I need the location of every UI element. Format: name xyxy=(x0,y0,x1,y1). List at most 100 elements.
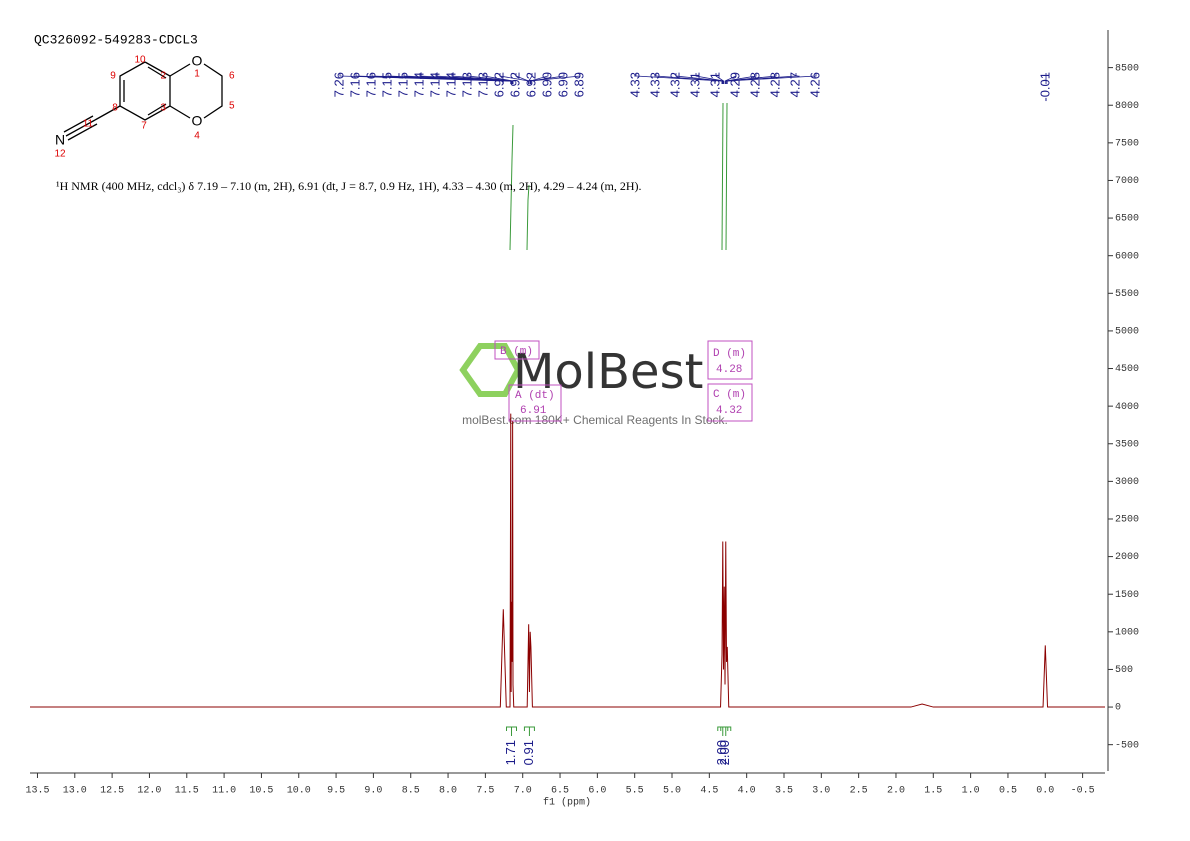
peak-label: 7.16 xyxy=(363,72,378,97)
integral-bracket xyxy=(523,726,535,736)
atom: O xyxy=(192,113,203,129)
spectrum-line xyxy=(30,413,1105,708)
x-tick-label: 1.5 xyxy=(924,786,942,797)
multiplet-name: C (m) xyxy=(713,389,746,401)
x-tick-label: 3.0 xyxy=(812,786,830,797)
peak-label: 7.13 xyxy=(475,72,490,97)
x-tick-label: 0.5 xyxy=(999,786,1017,797)
x-tick-label: 10.5 xyxy=(249,786,273,797)
atom-number: 5 xyxy=(229,101,235,112)
integral-bracket xyxy=(717,726,729,736)
peak-leader xyxy=(483,73,514,84)
x-tick-label: 1.0 xyxy=(962,786,980,797)
atom-number: 10 xyxy=(134,55,146,66)
peak-leader xyxy=(724,73,737,84)
integral-bracket xyxy=(720,726,732,736)
atom-number: 8 xyxy=(112,103,118,114)
x-tick-label: 4.0 xyxy=(738,786,756,797)
integral-curves xyxy=(509,102,728,251)
watermark-text: molBest.com 180K+ Chemical Reagents In S… xyxy=(462,413,728,427)
integral-label: 2.00 xyxy=(714,740,729,765)
x-tick-label: 8.0 xyxy=(439,786,457,797)
peak-label: 7.14 xyxy=(411,72,426,97)
peak-label: 4.32 xyxy=(667,72,682,97)
multiplet-shift: 4.28 xyxy=(716,364,742,376)
peak-label: 7.14 xyxy=(443,72,458,97)
peak-leader xyxy=(675,73,724,84)
x-tick-label: 10.0 xyxy=(287,786,311,797)
peak-leader xyxy=(528,73,533,84)
peak-leader xyxy=(726,73,817,84)
multiplet-boxes xyxy=(494,340,753,422)
peak-label: 4.26 xyxy=(807,72,822,97)
atom-number: 4 xyxy=(194,131,200,142)
x-axis-label: f1 (ppm) xyxy=(543,797,591,809)
x-tick-label: 2.0 xyxy=(887,786,905,797)
peak-label: 6.92 xyxy=(523,72,538,97)
atom-number: 2 xyxy=(160,71,166,82)
atom-number: 6 xyxy=(229,71,235,82)
y-tick-label: 500 xyxy=(1115,665,1133,676)
sample-title: QC326092-549283-CDCL3 xyxy=(34,32,198,47)
x-tick-label: 6.0 xyxy=(588,786,606,797)
structure xyxy=(63,61,223,141)
peak-leader xyxy=(451,73,513,84)
y-tick-label: 4500 xyxy=(1115,364,1139,375)
multiplet-name: A (dt) xyxy=(515,390,555,402)
peak-label: 4.29 xyxy=(727,72,742,97)
x-tick-label: 5.5 xyxy=(626,786,644,797)
peak-label: 4.31 xyxy=(707,72,722,97)
x-tick-label: 11.5 xyxy=(175,786,199,797)
x-tick-label: 3.5 xyxy=(775,786,793,797)
y-tick-label: 5000 xyxy=(1115,327,1139,338)
peak-leader xyxy=(530,73,581,84)
x-tick-label: 8.5 xyxy=(402,786,420,797)
x-tick-label: 11.0 xyxy=(212,786,236,797)
watermark-logo: MolBest xyxy=(513,344,703,400)
peak-leader xyxy=(715,73,724,84)
x-tick-label: 7.0 xyxy=(514,786,532,797)
x-tick-label: 7.5 xyxy=(476,786,494,797)
y-tick-label: 5500 xyxy=(1115,289,1139,300)
x-tick-label: 13.5 xyxy=(25,786,49,797)
x-tick-label: 5.0 xyxy=(663,786,681,797)
multiplet-name: D (m) xyxy=(713,348,746,360)
peak-label: 6.90 xyxy=(539,72,554,97)
y-tick-label: 1500 xyxy=(1115,590,1139,601)
atom-number: 9 xyxy=(110,71,116,82)
integral-label: 2.00 xyxy=(717,740,732,765)
nmr-description: ¹H NMR (400 MHz, cdcl₃) δ 7.19 – 7.10 (m… xyxy=(56,179,642,193)
y-tick-label: -500 xyxy=(1115,740,1139,751)
y-tick-label: 8000 xyxy=(1115,101,1139,112)
atom: N xyxy=(55,132,65,148)
y-tick-label: 2000 xyxy=(1115,552,1139,563)
peak-leader xyxy=(725,73,777,84)
peak-label: 7.15 xyxy=(395,72,410,97)
peak-leader xyxy=(529,73,565,84)
atom-number: 1 xyxy=(194,69,200,80)
x-tick-label: 9.5 xyxy=(327,786,345,797)
integral-label: 0.91 xyxy=(521,740,536,765)
peak-label: 7.15 xyxy=(379,72,394,97)
x-tick-label: 2.5 xyxy=(850,786,868,797)
peak-label: 7.16 xyxy=(347,72,362,97)
atom-number: 7 xyxy=(141,121,147,132)
atom-number: 3 xyxy=(160,103,166,114)
peak-label: -0.01 xyxy=(1037,72,1052,102)
y-tick-label: 6500 xyxy=(1115,214,1139,225)
peak-label: 4.33 xyxy=(647,72,662,97)
y-tick-label: 6000 xyxy=(1115,251,1139,262)
peak-label: 4.31 xyxy=(687,72,702,97)
peak-label: 7.13 xyxy=(459,72,474,97)
peak-leader xyxy=(726,73,797,84)
atom-number: 12 xyxy=(54,149,66,160)
atom: O xyxy=(192,53,203,69)
y-tick-label: 7000 xyxy=(1115,176,1139,187)
watermark: MolBest molBest.com 180K+ Chemical Reage… xyxy=(459,343,728,427)
integral-bracket xyxy=(506,726,518,736)
y-tick-label: 7500 xyxy=(1115,138,1139,149)
peak-label: 6.92 xyxy=(507,72,522,97)
peak-label: 4.33 xyxy=(627,72,642,97)
